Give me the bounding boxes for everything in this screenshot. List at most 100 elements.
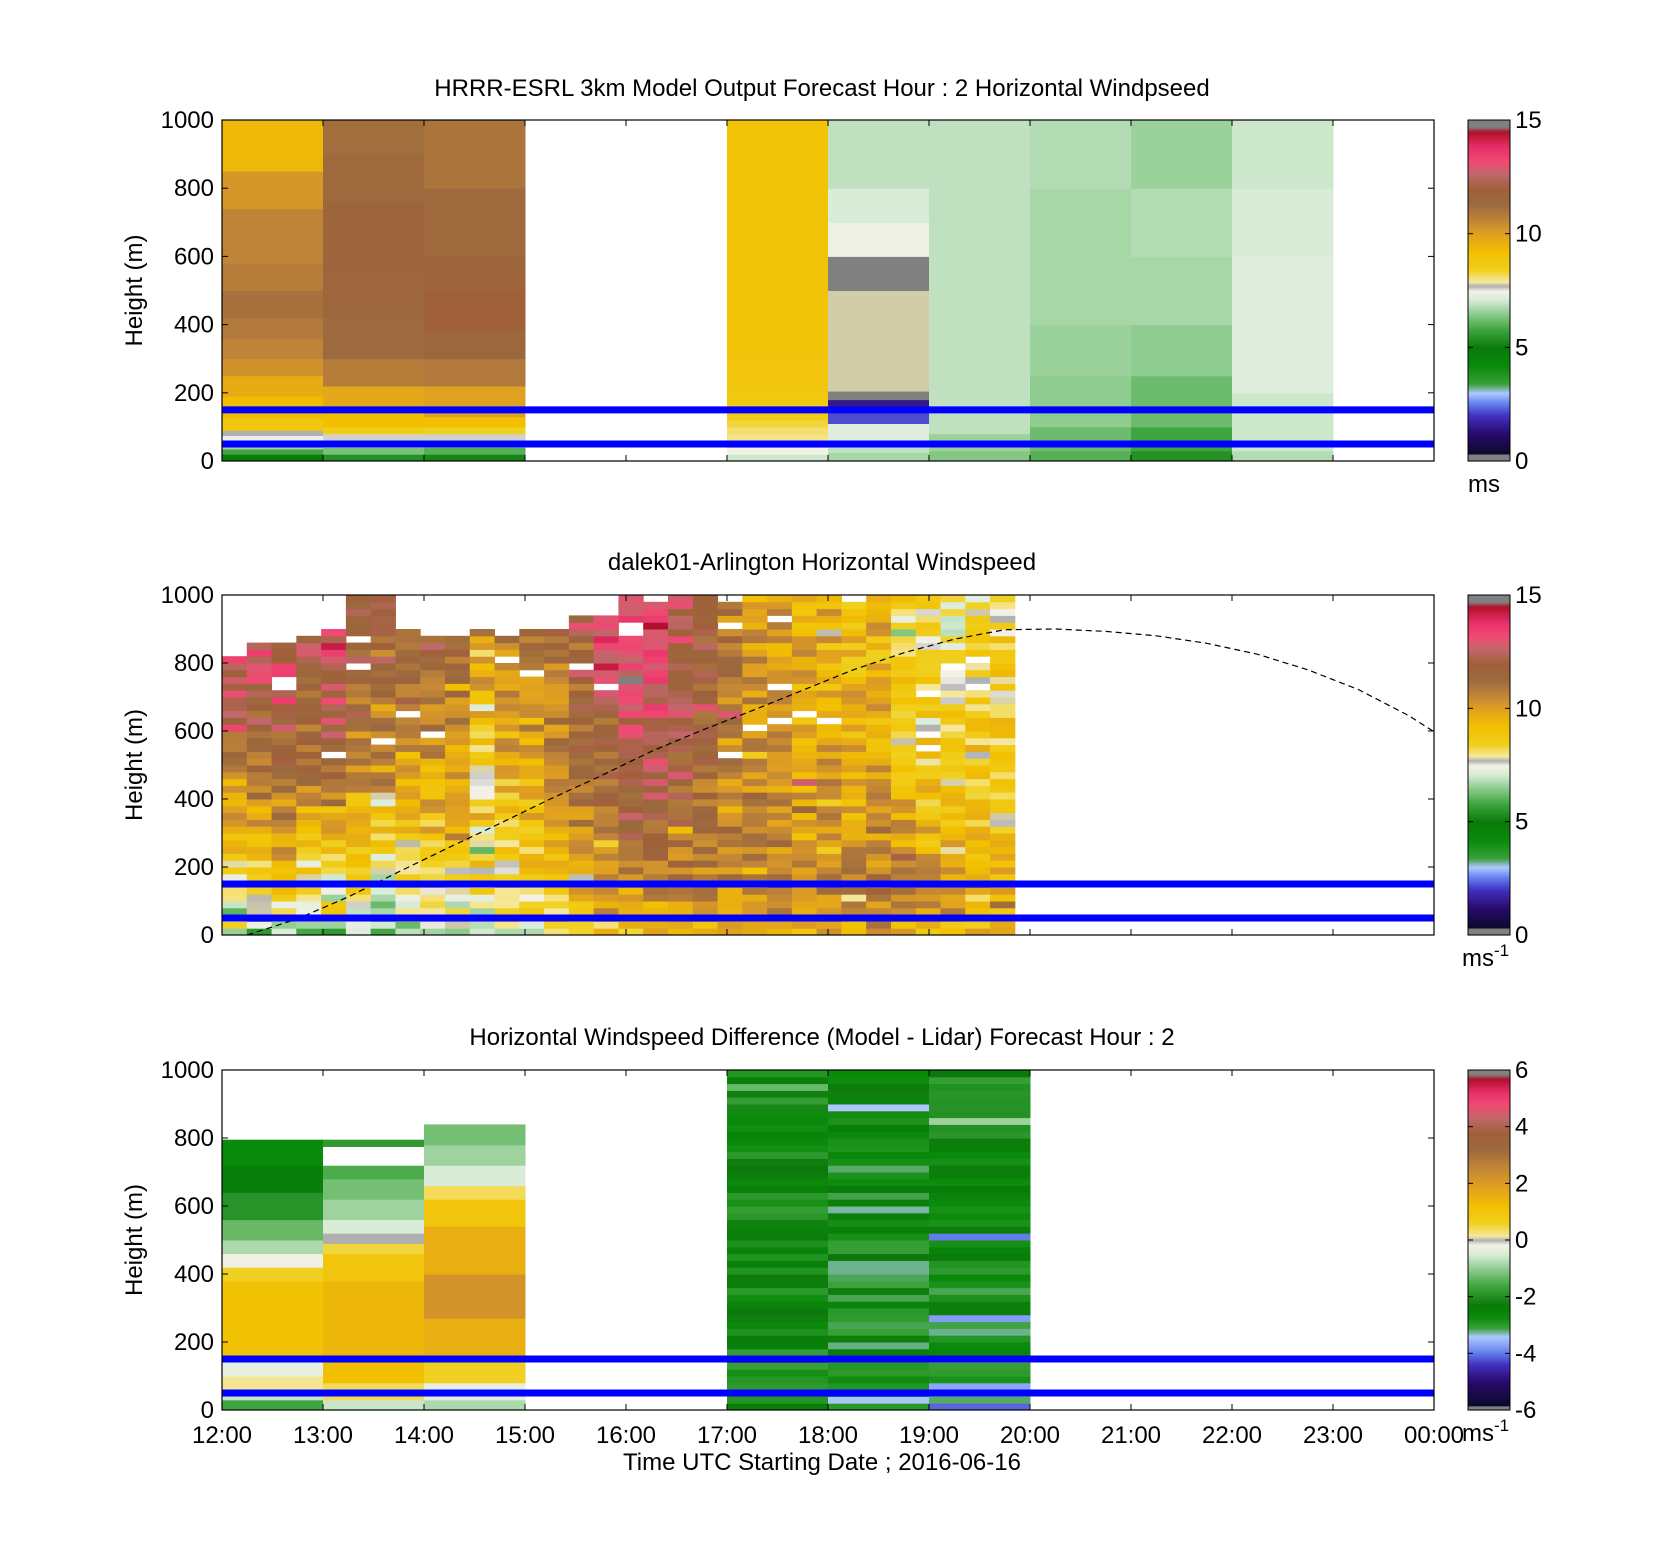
heatmap-cell — [345, 887, 372, 895]
heatmap-cell — [742, 615, 768, 623]
colorbar-step — [1468, 1377, 1510, 1380]
heatmap-cell — [990, 744, 1016, 752]
colorbar-step — [1468, 923, 1510, 926]
heatmap-cell — [717, 901, 743, 909]
heatmap-cell — [271, 649, 297, 657]
colorbar-step — [1468, 431, 1510, 434]
heatmap-cell — [692, 656, 719, 664]
heatmap-cell — [890, 635, 917, 644]
heatmap-cell — [692, 928, 719, 936]
colorbar-step — [1468, 752, 1510, 755]
heatmap-cell — [767, 819, 793, 827]
heatmap-cell — [915, 826, 942, 834]
colorbar-step — [1468, 1190, 1510, 1193]
heatmap-cell — [692, 860, 719, 868]
heatmap-cell — [420, 839, 446, 848]
heatmap-cell — [940, 758, 966, 766]
colorbar-step — [1468, 422, 1510, 425]
heatmap-cell — [915, 656, 942, 664]
heatmap-cell — [727, 1144, 829, 1153]
heatmap-cell — [420, 826, 446, 834]
colorbar-step — [1468, 631, 1510, 634]
heatmap-cell — [424, 331, 526, 360]
heatmap-cell — [568, 683, 595, 691]
heatmap-cell — [791, 663, 818, 671]
heatmap-cell — [519, 710, 545, 718]
heatmap-cell — [816, 724, 842, 732]
heatmap-cell — [593, 887, 619, 895]
heatmap-cell — [519, 894, 545, 902]
heatmap-cell — [828, 1226, 930, 1234]
heatmap-cell — [965, 867, 991, 875]
colorbar: 0 5 10 15 ms — [1467, 107, 1542, 498]
heatmap-cell — [568, 758, 595, 766]
heatmap-cell — [395, 894, 421, 902]
colorbar-step — [1468, 1281, 1510, 1284]
heatmap-cell — [890, 608, 917, 616]
heatmap-cell — [742, 710, 768, 718]
heatmap-cell — [915, 812, 942, 820]
heatmap-cell — [791, 887, 818, 895]
heatmap-cell — [643, 601, 669, 610]
heatmap-cell — [345, 731, 372, 739]
colorbar-step — [1468, 297, 1510, 300]
heatmap-cell — [940, 615, 966, 623]
heatmap-cell — [866, 676, 892, 684]
colorbar-step — [1468, 736, 1510, 739]
colorbar-step — [1468, 227, 1510, 231]
colorbar-step — [1468, 830, 1510, 833]
heatmap-cell — [767, 765, 793, 773]
heatmap-cell — [296, 778, 322, 786]
heatmap-cell — [593, 642, 619, 650]
colorbar-step — [1468, 668, 1510, 671]
heatmap-cell — [370, 622, 396, 630]
heatmap-cell — [568, 642, 595, 650]
heatmap-cell — [420, 737, 446, 746]
heatmap-cell — [469, 846, 496, 854]
colorbar-step — [1468, 333, 1510, 336]
heatmap-cell — [643, 758, 669, 766]
colorbar-step — [1468, 1387, 1510, 1390]
colorbar-step — [1468, 1325, 1510, 1328]
heatmap-cell — [727, 1124, 829, 1132]
heatmap-cell — [965, 758, 991, 766]
heatmap-cell — [742, 642, 768, 650]
heatmap-cell — [222, 799, 248, 807]
heatmap-cell — [593, 785, 619, 793]
heatmap-cell — [990, 785, 1016, 793]
colorbar-step — [1468, 739, 1510, 742]
heatmap-cell — [246, 649, 273, 657]
y-tick-label: 600 — [174, 243, 214, 270]
heatmap-cell — [866, 819, 892, 827]
heatmap-cell — [940, 690, 966, 698]
heatmap-cell — [828, 1151, 930, 1159]
heatmap-cell — [345, 697, 372, 705]
heatmap-cell — [222, 724, 248, 732]
colorbar-step — [1468, 1385, 1510, 1388]
heatmap-cell — [965, 853, 991, 861]
heatmap-cell — [568, 676, 595, 684]
heatmap-cell — [727, 1158, 829, 1166]
colorbar-step — [1468, 1140, 1510, 1143]
heatmap-cell — [593, 697, 619, 705]
heatmap-cell — [323, 1243, 425, 1255]
colorbar-step — [1468, 759, 1510, 762]
heatmap-cell — [618, 771, 644, 780]
heatmap-cell — [568, 921, 595, 929]
colorbar-step — [1468, 743, 1510, 746]
colorbar-step — [1468, 827, 1510, 830]
heatmap-cell — [296, 744, 322, 752]
colorbar-step — [1468, 859, 1510, 862]
heatmap-cell — [222, 744, 248, 752]
heatmap-cell — [568, 737, 595, 746]
colorbar-step — [1468, 753, 1510, 756]
heatmap-cell — [296, 785, 322, 793]
colorbar-step — [1468, 355, 1510, 358]
heatmap-cell — [717, 873, 743, 882]
heatmap-cell — [965, 622, 991, 630]
heatmap-cell — [544, 867, 570, 875]
heatmap-cell — [866, 833, 892, 841]
colorbar-step — [1468, 1264, 1510, 1267]
heatmap-cell — [727, 426, 829, 435]
heatmap-cell — [890, 778, 917, 786]
